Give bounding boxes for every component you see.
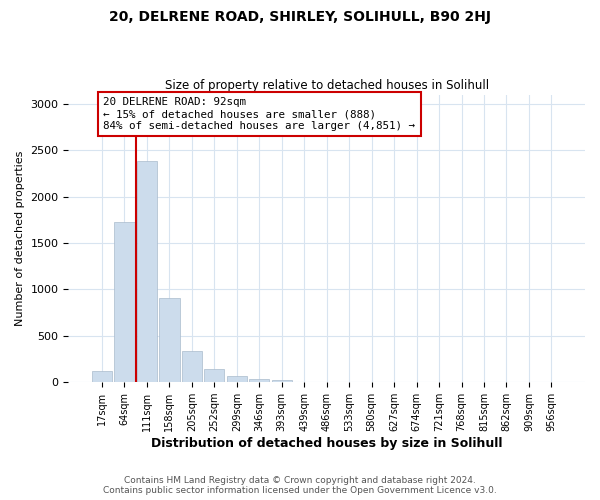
Bar [115, 222, 134, 382]
Bar [92, 371, 112, 382]
Y-axis label: Number of detached properties: Number of detached properties [15, 150, 25, 326]
Text: 20, DELRENE ROAD, SHIRLEY, SOLIHULL, B90 2HJ: 20, DELRENE ROAD, SHIRLEY, SOLIHULL, B90… [109, 10, 491, 24]
Bar [137, 162, 157, 382]
Bar [159, 298, 179, 382]
Bar [182, 350, 202, 382]
Bar [204, 369, 224, 382]
Bar [227, 376, 247, 382]
X-axis label: Distribution of detached houses by size in Solihull: Distribution of detached houses by size … [151, 437, 502, 450]
Bar [272, 380, 292, 382]
Text: 20 DELRENE ROAD: 92sqm
← 15% of detached houses are smaller (888)
84% of semi-de: 20 DELRENE ROAD: 92sqm ← 15% of detached… [103, 98, 415, 130]
Title: Size of property relative to detached houses in Solihull: Size of property relative to detached ho… [164, 79, 489, 92]
Text: Contains HM Land Registry data © Crown copyright and database right 2024.
Contai: Contains HM Land Registry data © Crown c… [103, 476, 497, 495]
Bar [249, 379, 269, 382]
